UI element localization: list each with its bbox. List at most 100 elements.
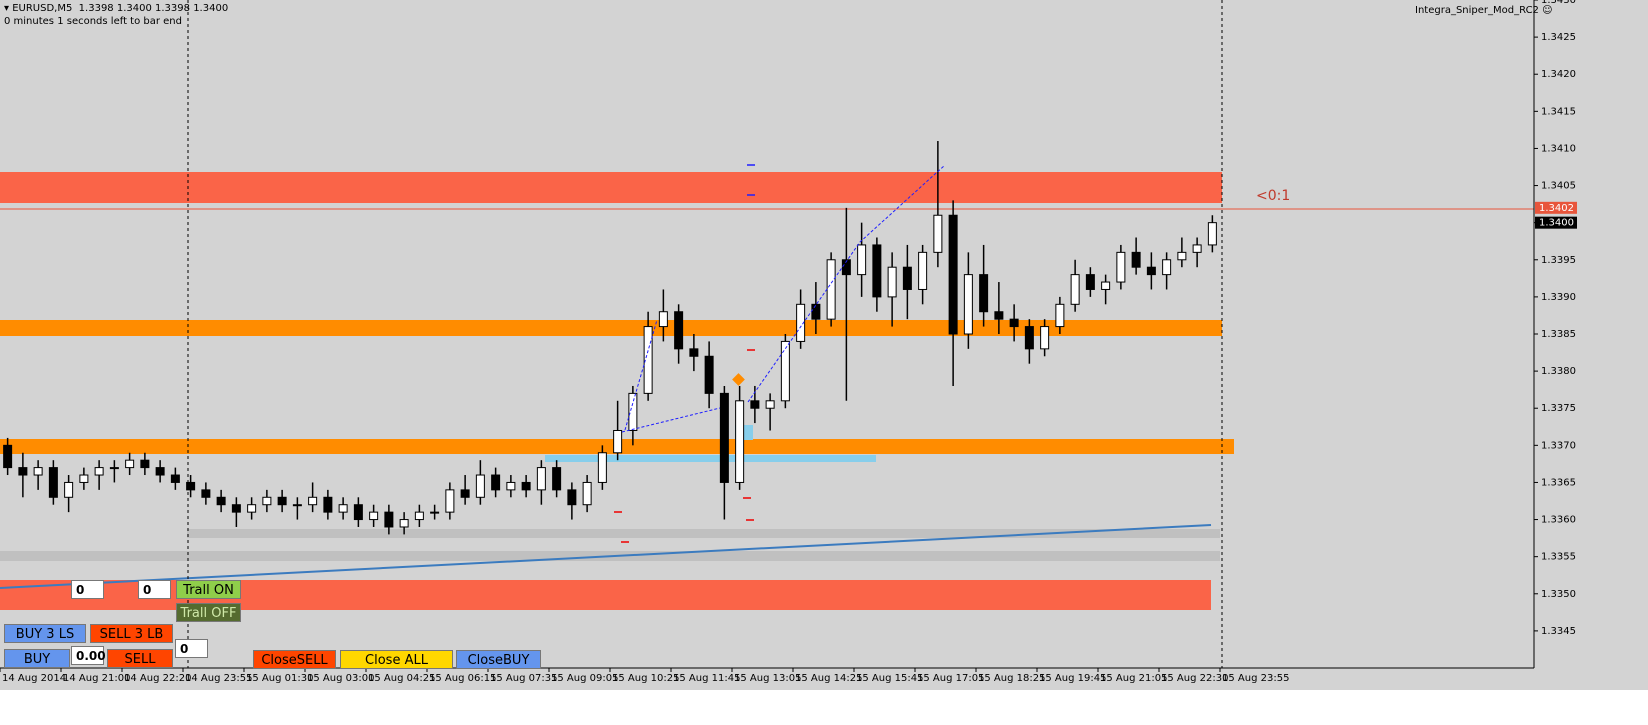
candle-body	[963, 274, 973, 335]
sell3-button[interactable]: SELL 3 LB	[90, 624, 173, 643]
background	[0, 0, 1648, 690]
candle-body	[323, 496, 333, 513]
candle-body	[536, 467, 546, 491]
close-buy-button[interactable]: CloseBUY	[456, 650, 541, 669]
candle-body	[994, 311, 1004, 320]
symbol-line: ▾ EURUSD,M5 1.3398 1.3400 1.3398 1.3400	[4, 3, 229, 14]
candle-body	[369, 511, 379, 521]
candle-body	[521, 481, 531, 491]
candle-body	[811, 303, 821, 320]
gray-zone	[187, 529, 1220, 538]
candle-body	[445, 489, 455, 513]
candle-body	[109, 467, 119, 470]
candle-body	[674, 311, 684, 350]
candle-body	[170, 474, 180, 483]
indicator-text: Integra_Sniper_Mod_RC2	[1415, 5, 1539, 16]
candle-body	[567, 489, 577, 506]
candle-body	[231, 504, 241, 513]
y-tick-label: 1.3415	[1541, 106, 1576, 117]
candle-body	[902, 266, 912, 290]
y-tick-label: 1.3355	[1541, 552, 1576, 563]
zigzag	[624, 319, 658, 431]
candle-body	[338, 504, 348, 513]
y-tick-label: 1.3345	[1541, 626, 1576, 637]
y-tick-label: 1.3420	[1541, 69, 1576, 80]
candle-body	[735, 400, 745, 483]
candle-body	[292, 504, 302, 507]
candle-body	[1085, 274, 1095, 290]
candle-body	[1116, 251, 1126, 283]
candle-body	[18, 467, 28, 476]
candle-body	[353, 504, 363, 521]
lot-input[interactable]: 0.00	[71, 646, 106, 665]
candle-body	[399, 519, 409, 528]
sell-button[interactable]: SELL	[107, 649, 173, 668]
x-tick-label: 15 Aug 15:45	[856, 673, 923, 684]
candle-body	[628, 392, 638, 431]
trend-line	[0, 524, 1212, 589]
x-tick-label: 15 Aug 23:55	[1222, 673, 1289, 684]
candle-body	[125, 459, 135, 469]
candle-body	[1146, 266, 1156, 276]
input[interactable]: 0	[71, 580, 104, 599]
y-tick-label: 1.3365	[1541, 477, 1576, 488]
input[interactable]: 0	[138, 580, 171, 599]
candle-body	[613, 429, 623, 454]
candle-body	[216, 496, 226, 506]
markers	[614, 164, 755, 543]
y-tick-label: 1.3430	[1541, 0, 1576, 6]
candle-body	[582, 481, 592, 506]
candle-body	[94, 467, 104, 476]
candle-body	[277, 496, 287, 506]
candle-body	[414, 511, 424, 521]
candle-body	[887, 266, 897, 298]
close-all-button[interactable]: Close ALL	[340, 650, 453, 669]
zigzag	[747, 164, 946, 403]
x-tick-label: 15 Aug 14:25	[795, 673, 862, 684]
resistance-zone	[0, 172, 1222, 203]
y-tick-label: 1.3385	[1541, 329, 1576, 340]
candle-body	[430, 511, 440, 514]
y-tick-label: 1.3380	[1541, 366, 1576, 377]
trall-on-button[interactable]: Trall ON	[176, 580, 241, 599]
candle-body	[1177, 251, 1187, 261]
candle-body	[1009, 318, 1019, 328]
close-sell-button[interactable]: CloseSELL	[253, 650, 336, 669]
price-marker-label: 1.3400	[1539, 218, 1574, 229]
candle-body	[506, 481, 516, 491]
candle-body	[918, 251, 928, 290]
candle-body	[1162, 259, 1172, 276]
candle-body	[140, 459, 150, 469]
symbol-text: EURUSD,M5 1.3398 1.3400 1.3398 1.3400	[12, 3, 229, 14]
y-tick-label: 1.3350	[1541, 589, 1576, 600]
x-tick-label: 15 Aug 06:15	[429, 673, 496, 684]
price-marker	[1535, 201, 1577, 214]
candle-body	[933, 214, 943, 253]
y-tick-label: 1.3370	[1541, 440, 1576, 451]
x-tick-label: 15 Aug 13:05	[734, 673, 801, 684]
buy-button[interactable]: BUY	[4, 649, 70, 668]
buy3-button[interactable]: BUY 3 LS	[4, 624, 86, 643]
x-tick-label: 14 Aug 23:55	[185, 673, 252, 684]
y-tick-label: 1.3360	[1541, 515, 1576, 526]
input[interactable]: 0	[175, 639, 208, 658]
candle-body	[857, 244, 867, 276]
x-tick-label: 15 Aug 19:45	[1039, 673, 1106, 684]
trall-off-button[interactable]: Trall OFF	[176, 603, 241, 622]
chart: <0:1 1.3345 1.3350 1.3355 1.3360 1.3365 1.337…	[0, 0, 1648, 690]
candle-body	[1024, 326, 1034, 350]
candle-body	[552, 467, 562, 491]
candle-body	[704, 355, 714, 394]
candle-body	[64, 481, 74, 498]
candle-body	[765, 400, 775, 409]
x-tick-label: 15 Aug 03:00	[307, 673, 374, 684]
x-tick-label: 14 Aug 22:20	[124, 673, 191, 684]
annotation: <0:1	[1256, 188, 1290, 204]
candle-body	[841, 259, 851, 276]
candle-body	[186, 481, 196, 491]
candle-body	[491, 474, 501, 491]
x-tick-label: 15 Aug 04:25	[368, 673, 435, 684]
candle-body	[262, 496, 272, 506]
x-tick-label: 15 Aug 17:05	[917, 673, 984, 684]
candle-body	[780, 340, 790, 402]
